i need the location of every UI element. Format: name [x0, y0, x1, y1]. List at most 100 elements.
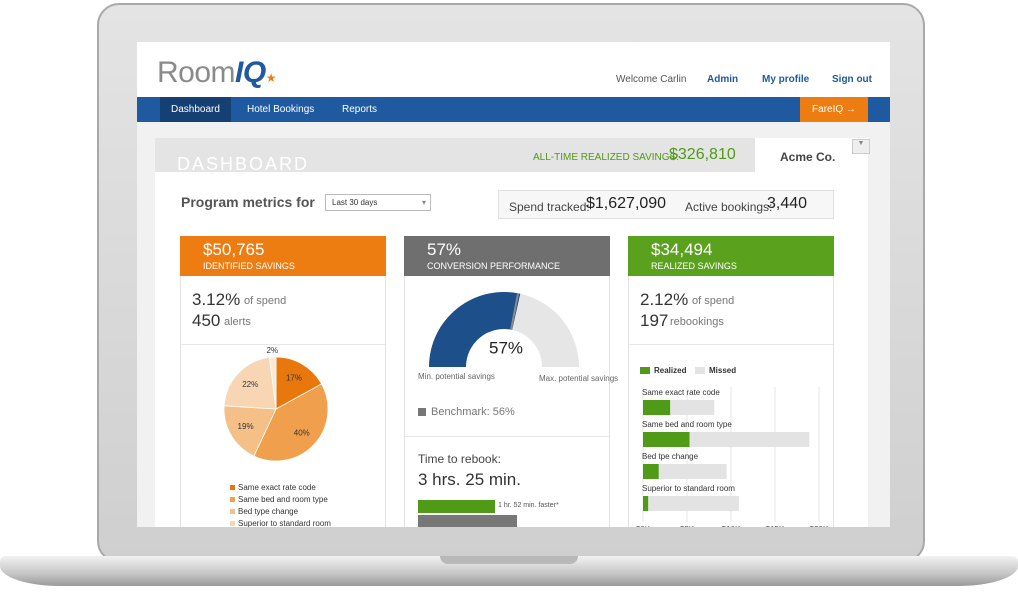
bar	[648, 496, 739, 511]
pie-label: 17%	[286, 374, 302, 383]
pie-label: 19%	[238, 422, 254, 431]
spend-box	[498, 190, 834, 219]
savings-label: ALL-TIME REALIZED SAVINGS:	[533, 152, 679, 163]
pie-slice	[223, 356, 277, 410]
x-tick-label: $5K	[680, 525, 695, 527]
x-tick-label: $20K	[810, 525, 829, 527]
welcome: Welcome Carlin	[616, 74, 687, 85]
nav-active	[160, 97, 231, 122]
period: Last 30 days	[332, 198, 378, 207]
rebook-bar	[418, 500, 495, 513]
legend-label: Bed type change	[238, 507, 299, 516]
spend-label: Spend tracked:	[509, 200, 590, 214]
card-label: CONVERSION PERFORMANCE	[427, 261, 561, 271]
company-menu[interactable]: ▼	[852, 139, 870, 154]
savings-value: $326,810	[669, 146, 736, 163]
rebook-bar	[418, 515, 517, 527]
bar	[643, 432, 690, 447]
divider	[628, 344, 834, 345]
logo-iq: IQ	[235, 56, 266, 89]
divider	[180, 344, 386, 345]
x-tick-label: $10K	[722, 525, 741, 527]
gauge-center-label: 57%	[489, 338, 523, 357]
legend-swatch	[640, 367, 650, 374]
pie-slice	[253, 383, 329, 462]
stat: 197	[640, 311, 669, 330]
card	[404, 236, 610, 527]
bar	[689, 432, 810, 447]
dashboard-bar	[155, 138, 755, 172]
bar	[658, 464, 727, 479]
nav-item[interactable]: Hotel Bookings	[247, 104, 315, 115]
x-tick-label: $0K	[636, 525, 651, 527]
gauge-benchmark	[510, 293, 520, 330]
card-value: $34,494	[651, 240, 713, 259]
metrics-label: Program metrics for	[181, 194, 315, 210]
rebook-value: 3 hrs. 25 min.	[418, 470, 521, 489]
legend-label: Same bed and room type	[238, 495, 328, 504]
company: Acme Co.	[780, 150, 836, 164]
pie-label: 40%	[294, 428, 310, 437]
bar	[643, 400, 671, 415]
category-label: Bed tpe change	[642, 452, 699, 461]
legend-swatch	[230, 497, 235, 502]
bookings-label: Active bookings:	[685, 200, 773, 214]
gauge-min-label: Min. potential savings	[418, 372, 495, 381]
stat-label: rebookings	[670, 316, 724, 328]
legend-swatch	[230, 485, 235, 490]
fareiq-button[interactable]: FareIQ →	[800, 97, 868, 122]
pie-slice	[275, 356, 323, 410]
rebook-label: Time to rebook:	[418, 452, 501, 466]
header	[137, 42, 890, 97]
nav-bar	[137, 97, 890, 122]
card-header	[180, 236, 386, 276]
gauge-rest	[512, 293, 579, 367]
logo-star: ★	[265, 71, 277, 85]
screen: RoomIQ★ Welcome Carlin Admin My profile …	[137, 42, 890, 527]
card-header	[628, 236, 834, 276]
select-arrow: ▾	[421, 198, 426, 207]
period-select[interactable]: Last 30 days ▾	[325, 194, 431, 211]
rebook-note: 1 hr. 52 min. faster*	[498, 502, 559, 509]
category-label: Same bed and room type	[642, 420, 732, 429]
profile-link[interactable]: My profile	[762, 74, 810, 85]
nav-item[interactable]: Dashboard	[171, 104, 220, 115]
stat: 3.12%	[192, 290, 241, 309]
bar	[643, 496, 649, 511]
benchmark-swatch	[418, 408, 426, 416]
card-value: $50,765	[203, 240, 265, 259]
signout-link[interactable]: Sign out	[832, 74, 872, 85]
card-label: REALIZED SAVINGS	[651, 261, 737, 271]
card-value: 57%	[427, 240, 462, 259]
legend-swatch	[695, 367, 705, 374]
charts: 17% 40% 19% 22% 2% Same exact rate code Same b…	[223, 292, 829, 527]
category-label: Superior to standard room	[642, 484, 735, 493]
legend-label: Realized	[654, 366, 687, 375]
bar	[670, 400, 715, 415]
card-label: IDENTIFIED SAVINGS	[203, 261, 295, 271]
legend-label: Same exact rate code	[238, 483, 316, 492]
bar	[643, 464, 659, 479]
pie-label: 2%	[267, 346, 279, 355]
logo[interactable]: RoomIQ★	[157, 56, 276, 90]
dashboard-title: DASHBOARD	[177, 154, 310, 174]
gauge-value	[429, 292, 521, 367]
x-tick-label: $15K	[766, 525, 785, 527]
stat-label: of spend	[244, 295, 287, 307]
divider	[404, 436, 610, 437]
benchmark: Benchmark: 56%	[431, 406, 515, 418]
legend-swatch	[230, 509, 235, 514]
pie-label: 22%	[242, 380, 258, 389]
admin-link[interactable]: Admin	[707, 74, 739, 85]
stat-label: of spend	[692, 295, 735, 307]
stat: 2.12%	[640, 290, 689, 309]
bookings-value: 3,440	[767, 195, 808, 212]
legend-label: Missed	[709, 366, 736, 375]
category-label: Same exact rate code	[642, 388, 720, 397]
nav-item[interactable]: Reports	[342, 104, 378, 115]
legend-label: Superior to standard room	[238, 519, 331, 527]
legend-swatch	[230, 521, 235, 526]
pie-slice	[223, 405, 277, 457]
pie-slice	[269, 356, 277, 410]
